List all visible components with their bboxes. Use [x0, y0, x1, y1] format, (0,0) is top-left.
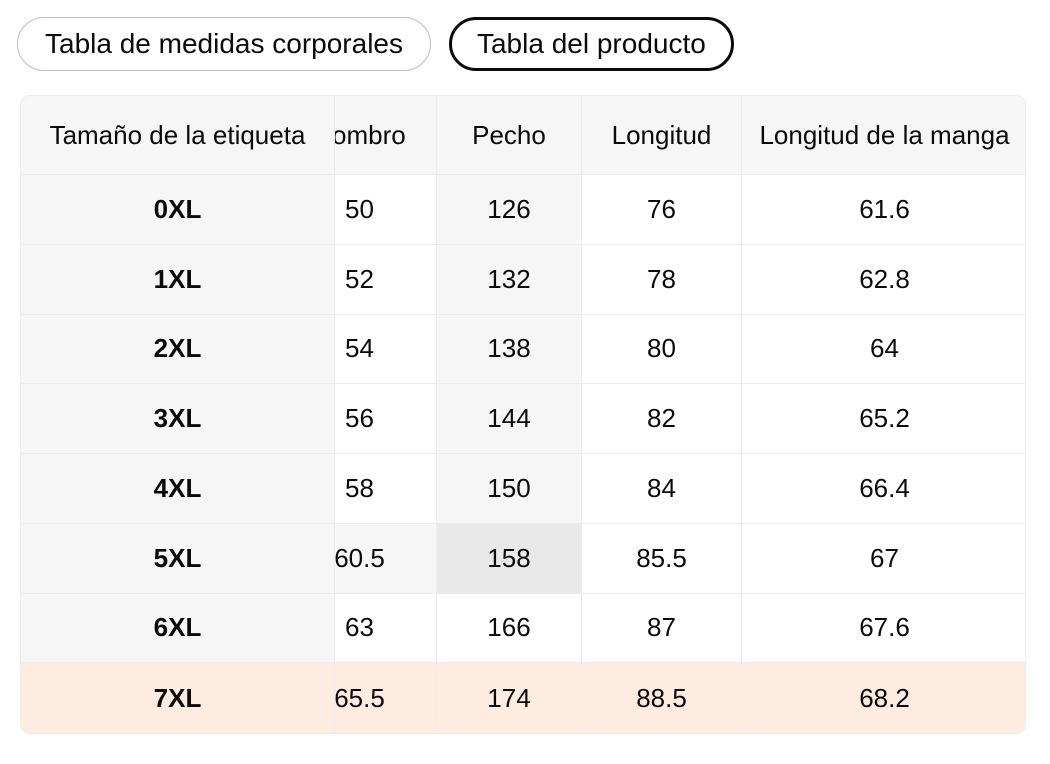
column-header-longitud-de-la-manga: Longitud de la manga: [741, 96, 1025, 175]
size-chart-table: Tamaño de la etiqueta Hombro Pecho Longitud…: [21, 96, 1025, 733]
size-row-1xl: 1XL 52 132 78 62.8: [21, 244, 1025, 315]
size-row-7xl: 7XL 65.5 174 88.5 68.2: [21, 663, 1025, 733]
column-header-longitud: Longitud: [581, 96, 741, 175]
measurement-cell[interactable]: 144: [436, 384, 581, 454]
measurement-cell[interactable]: 67.6: [741, 593, 1025, 664]
size-row-6xl: 6XL 63 166 87 67.6: [21, 593, 1025, 664]
size-label[interactable]: 3XL: [21, 384, 335, 454]
size-label[interactable]: 6XL: [21, 593, 335, 664]
size-label[interactable]: 2XL: [21, 314, 335, 385]
size-chart-scroll-area[interactable]: Tamaño de la etiqueta Hombro Pecho Longitud…: [21, 96, 1025, 733]
table-header-row: Tamaño de la etiqueta Hombro Pecho Longitud…: [21, 96, 1025, 175]
measurement-cell[interactable]: 80: [581, 314, 741, 385]
column-header-pecho: Pecho: [436, 96, 581, 175]
size-row-2xl: 2XL 54 138 80 64: [21, 314, 1025, 385]
tab-body-measurements[interactable]: Tabla de medidas corporales: [17, 17, 431, 71]
measurement-cell[interactable]: 138: [436, 314, 581, 385]
size-row-4xl: 4XL 58 150 84 66.4: [21, 454, 1025, 524]
measurement-cell[interactable]: 174: [436, 663, 581, 733]
measurement-cell[interactable]: 132: [436, 244, 581, 315]
measurement-cell[interactable]: 88.5: [581, 663, 741, 733]
measurement-cell[interactable]: 61.6: [741, 175, 1025, 245]
measurement-cell[interactable]: 87: [581, 593, 741, 664]
size-label[interactable]: 7XL: [21, 663, 335, 733]
measurement-cell[interactable]: 166: [436, 593, 581, 664]
measurement-cell[interactable]: 65.2: [741, 384, 1025, 454]
measurement-cell[interactable]: 126: [436, 175, 581, 245]
column-header-tama-o-de-la-etiqueta: Tamaño de la etiqueta: [21, 96, 335, 175]
tab-product-measurements[interactable]: Tabla del producto: [448, 17, 734, 71]
measurement-cell[interactable]: 67: [741, 523, 1025, 594]
measurement-cell[interactable]: 64: [741, 314, 1025, 385]
size-label[interactable]: 4XL: [21, 454, 335, 524]
size-label[interactable]: 0XL: [21, 175, 335, 245]
measurement-cell[interactable]: 84: [581, 454, 741, 524]
size-chart-card: Tamaño de la etiqueta Hombro Pecho Longitud…: [20, 95, 1026, 734]
measurement-cell[interactable]: 68.2: [741, 663, 1025, 733]
measurement-cell[interactable]: 76: [581, 175, 741, 245]
measurement-cell[interactable]: 82: [581, 384, 741, 454]
measurement-cell[interactable]: 85.5: [581, 523, 741, 594]
measurement-cell[interactable]: 158: [436, 523, 581, 594]
size-label[interactable]: 5XL: [21, 523, 335, 594]
size-label[interactable]: 1XL: [21, 244, 335, 315]
measurement-cell[interactable]: 150: [436, 454, 581, 524]
measurement-cell[interactable]: 78: [581, 244, 741, 315]
size-row-3xl: 3XL 56 144 82 65.2: [21, 384, 1025, 454]
measurement-cell[interactable]: 66.4: [741, 454, 1025, 524]
size-row-5xl: 5XL 60.5 158 85.5 67: [21, 523, 1025, 594]
size-chart-tabs: Tabla de medidas corporales Tabla del pr…: [0, 0, 1050, 71]
size-row-0xl: 0XL 50 126 76 61.6: [21, 175, 1025, 245]
measurement-cell[interactable]: 62.8: [741, 244, 1025, 315]
